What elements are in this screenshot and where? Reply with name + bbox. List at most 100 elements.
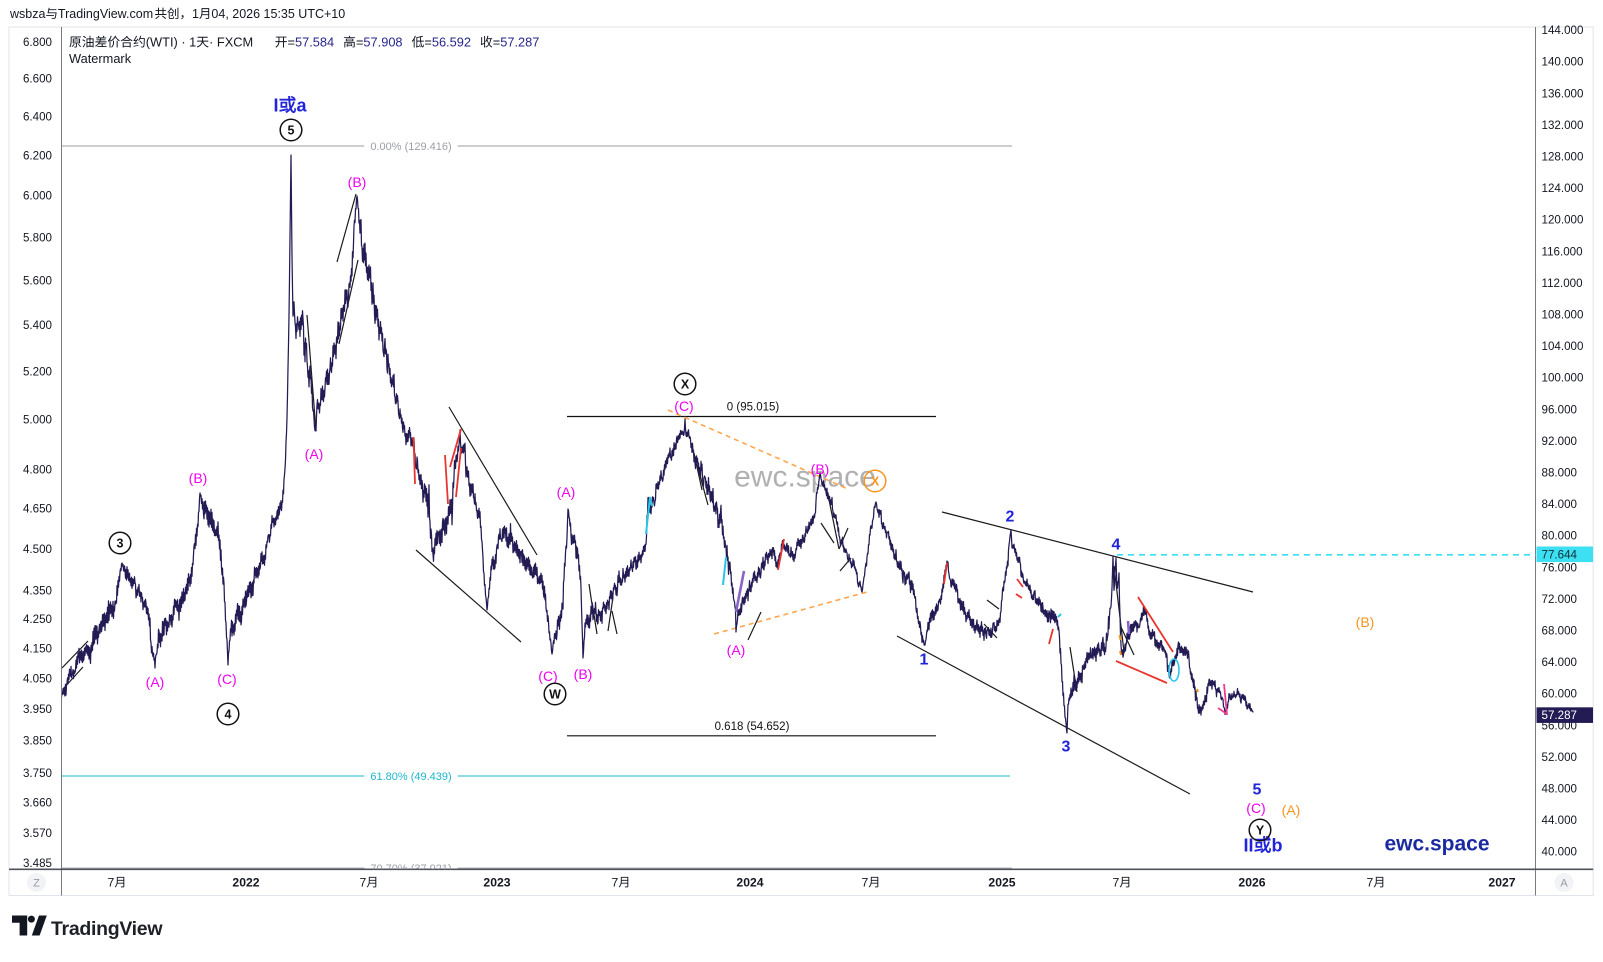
svg-text:1: 1	[920, 652, 929, 669]
right-axis-tick: 76.000	[1542, 561, 1577, 574]
black-trendline[interactable]	[448, 406, 538, 556]
svg-text:(WTI) · 1: (WTI) · 1	[146, 35, 196, 50]
left-axis-tick: 6.400	[23, 110, 52, 123]
wave-circle-char: 3	[117, 536, 124, 550]
right-price-axis[interactable]: 144.000 140.000 136.000 132.000 128.000 124.0…	[1536, 24, 1594, 892]
red-trendline[interactable]	[943, 562, 948, 585]
fib-label: 0.00% (129.416)	[370, 141, 451, 153]
orange-dashed-trendline[interactable]	[667, 409, 849, 490]
svg-text:(B): (B)	[189, 470, 208, 486]
fib-level[interactable]: 0.618 (54.652)	[567, 721, 936, 737]
plot-area[interactable]: ewc.space 0.00% (129.416) 61.80% (49.439) 7…	[60, 95, 1536, 875]
left-axis-tick: 4.650	[23, 503, 52, 516]
red-trendline[interactable]	[455, 447, 462, 498]
symbol-legend[interactable]: (WTI) · 1 · FXCM = 57.584 = 57.908 = 56.592 = 57…	[69, 35, 539, 67]
circled-wave-label[interactable]: 3	[108, 531, 132, 555]
right-axis-tick: 136.000	[1542, 87, 1584, 100]
fib-level[interactable]: 61.80% (49.439)	[62, 771, 1010, 783]
fib-level[interactable]: 70.70% (37.921)	[62, 863, 1012, 875]
red-trendline[interactable]	[777, 538, 785, 571]
symbol-title: (WTI) · 1 · FXCM	[69, 35, 253, 50]
red-trendline[interactable]	[1016, 578, 1024, 588]
black-trendline[interactable]	[415, 549, 522, 643]
purple-trendline[interactable]	[734, 570, 746, 613]
ohlc-label: =	[343, 35, 363, 50]
red-trendline[interactable]	[412, 436, 416, 485]
black-trendline[interactable]	[611, 610, 618, 635]
black-trendline[interactable]	[986, 599, 1000, 610]
tradingview-logo[interactable]: TradingView	[12, 915, 164, 941]
time-axis-tick: 2027	[1488, 876, 1515, 890]
price-line-series[interactable]	[60, 154, 1254, 734]
pink-trendline[interactable]	[1217, 707, 1228, 715]
pink-trendline[interactable]	[1223, 683, 1228, 716]
red-trendline[interactable]	[1115, 660, 1168, 684]
time-axis-tick: 7	[1113, 876, 1130, 890]
black-trendline[interactable]	[1120, 626, 1135, 656]
svg-text:Watermark: Watermark	[69, 51, 132, 66]
svg-text:2027: 2027	[1488, 876, 1515, 890]
right-axis-tick: 64.000	[1542, 656, 1577, 669]
right-axis-tick: 84.000	[1542, 498, 1577, 511]
black-trendline[interactable]	[62, 640, 89, 669]
timezone-button-label: Z	[33, 878, 40, 890]
timezone-button[interactable]: Z	[27, 873, 46, 892]
red-trendline[interactable]	[449, 428, 462, 468]
svg-text:70.70% (37.921): 70.70% (37.921)	[370, 863, 451, 875]
fib-level[interactable]: 0 (95.015)	[567, 402, 936, 418]
red-trendline[interactable]	[1137, 596, 1174, 653]
circled-wave-label[interactable]: 4	[216, 702, 240, 726]
purple-trendline[interactable]	[1126, 620, 1131, 635]
black-trendline[interactable]	[747, 611, 762, 641]
black-trendline[interactable]	[820, 522, 835, 544]
wave-circle-char: 5	[288, 123, 295, 137]
svg-text:a: a	[296, 95, 307, 115]
watermark-text: ewc.space	[734, 461, 876, 494]
black-trendline[interactable]	[336, 193, 357, 263]
ohlc-label: =	[480, 35, 500, 50]
svg-text:56.592: 56.592	[432, 35, 471, 50]
svg-text:0.618 (54.652): 0.618 (54.652)	[715, 721, 790, 733]
orange-mark[interactable]	[1118, 634, 1122, 641]
fib-level[interactable]: 0.00% (129.416)	[62, 141, 1012, 153]
widget-border	[8, 26, 1594, 896]
price-badge-bg	[1536, 707, 1593, 723]
time-axis-tick: 7	[360, 876, 377, 890]
auto-scale-button-label: A	[1560, 878, 1568, 890]
right-axis-tick: 112.000	[1542, 277, 1583, 290]
svg-text:ewc.space: ewc.space	[734, 461, 876, 494]
circled-wave-label[interactable]: X	[863, 469, 887, 493]
cyan-trendline[interactable]	[645, 496, 651, 535]
ohlc-value: 57.287	[500, 35, 539, 50]
black-trendline[interactable]	[306, 314, 317, 432]
cyan-circle-mark[interactable]	[1168, 658, 1180, 682]
time-axis-tick: 2026	[1238, 876, 1265, 890]
red-trendline[interactable]	[1048, 628, 1054, 645]
black-trendline[interactable]	[896, 635, 1191, 795]
black-trendline[interactable]	[607, 596, 614, 632]
orange-mark[interactable]	[1119, 650, 1122, 656]
circled-wave-label[interactable]: Y	[1248, 818, 1272, 842]
wave-label: 2	[1006, 509, 1015, 526]
right-axis-tick: 128.000	[1542, 151, 1584, 164]
auto-scale-button[interactable]: A	[1554, 873, 1574, 892]
cyan-trendline[interactable]	[649, 496, 653, 507]
circled-wave-label[interactable]: X	[673, 372, 697, 396]
circled-wave-label[interactable]: 5	[279, 118, 303, 142]
red-trendline[interactable]	[1015, 593, 1023, 599]
red-trendline[interactable]	[444, 454, 449, 505]
left-price-axis[interactable]: 6.800 6.600 6.400 6.200 6.000 5.800 5.600 5.400…	[23, 36, 52, 892]
fib-label: 0 (95.015)	[727, 402, 780, 414]
circled-wave-label[interactable]: W	[543, 682, 567, 706]
wave-circle	[673, 372, 697, 396]
svg-text:0 (95.015): 0 (95.015)	[727, 402, 780, 414]
black-trendline[interactable]	[941, 511, 1254, 593]
cyan-trendline[interactable]	[722, 556, 727, 586]
orange-mark[interactable]	[1196, 688, 1199, 693]
cyan-trendline[interactable]	[1057, 613, 1062, 618]
ohlc-label: =	[275, 35, 295, 50]
svg-text:7: 7	[862, 876, 869, 890]
time-axis[interactable]: 7 2022 7 2023 7 2024 7 2025 7 2026 7 2027	[108, 876, 1516, 890]
black-trendline[interactable]	[1113, 565, 1125, 653]
wave-label: (C)	[674, 398, 693, 414]
